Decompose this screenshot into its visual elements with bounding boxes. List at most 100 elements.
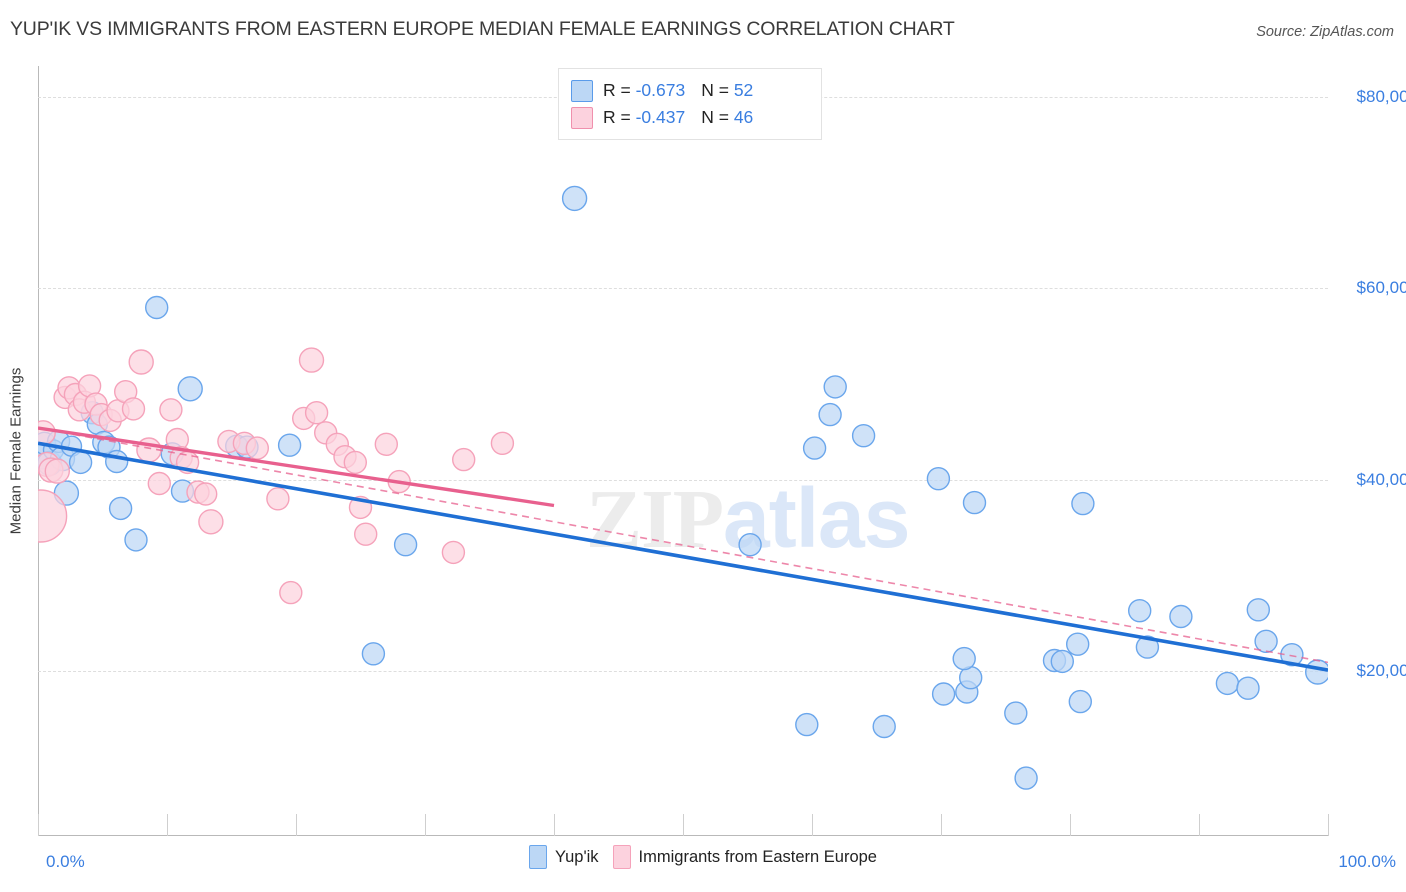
data-point (851, 424, 876, 448)
data-point (279, 580, 303, 605)
series-swatch-immigrants (612, 845, 631, 869)
legend-n-blue: 52 (733, 80, 754, 100)
data-point (343, 450, 367, 475)
data-point (931, 682, 956, 706)
data-point (823, 375, 847, 399)
y-axis-title: Median Female Earnings (7, 367, 25, 535)
data-point (354, 522, 378, 546)
legend-stats-pink: R = -0.437 N = 46 (603, 107, 754, 127)
x-axis-tick (1328, 814, 1329, 836)
data-point (1068, 689, 1093, 714)
legend-r-blue: -0.673 (635, 80, 686, 100)
data-point (1127, 599, 1152, 623)
data-point (44, 458, 70, 484)
x-axis-tick (812, 814, 813, 836)
legend-swatch-pink (571, 106, 593, 129)
trend-line-immigrants-extension (38, 427, 1328, 664)
data-point (926, 467, 951, 491)
data-point (490, 431, 515, 455)
series-points-yupik (38, 185, 1328, 790)
legend-stats-blue: R = -0.673 N = 52 (603, 80, 754, 100)
legend-n-pink: 46 (733, 107, 754, 127)
data-point (128, 349, 154, 375)
page-title: YUP'IK VS IMMIGRANTS FROM EASTERN EUROPE… (10, 18, 955, 40)
data-point (1071, 491, 1095, 516)
x-axis-tick (941, 814, 942, 836)
y-axis-tick-label: $80,000 (1356, 87, 1406, 106)
data-point (68, 450, 93, 475)
data-point (374, 432, 398, 456)
data-point (108, 496, 133, 521)
data-point (159, 398, 183, 422)
x-axis-tick (1199, 814, 1200, 836)
series-label-immigrants: Immigrants from Eastern Europe (638, 847, 877, 866)
data-point (177, 376, 203, 402)
data-point (1169, 604, 1193, 629)
data-point (452, 447, 476, 472)
data-point (245, 436, 270, 460)
data-point (561, 185, 588, 212)
x-axis-tick (167, 814, 168, 836)
data-point (193, 482, 218, 506)
data-point (1236, 676, 1260, 700)
data-point (818, 402, 842, 427)
gridline (38, 671, 1328, 672)
data-point (1014, 766, 1038, 790)
y-axis-tick-label: $60,000 (1356, 278, 1406, 298)
data-point (1280, 643, 1304, 667)
legend-row-yupik: R = -0.673 N = 52 (571, 77, 811, 104)
scatter-layer (38, 185, 1328, 790)
data-point (298, 347, 325, 373)
legend-r-pink: -0.437 (635, 107, 686, 127)
data-point (144, 295, 169, 320)
data-point (1254, 629, 1278, 653)
data-point (1135, 635, 1160, 659)
series-legend-item-immigrants[interactable]: Immigrants from Eastern Europe (612, 845, 877, 869)
data-point (266, 487, 290, 511)
data-point (304, 401, 329, 425)
data-point (952, 646, 976, 671)
data-point (441, 540, 466, 565)
data-point (1215, 671, 1240, 696)
data-point (1004, 701, 1028, 725)
data-point (104, 449, 129, 474)
x-axis-tick (683, 814, 684, 836)
gridline (38, 479, 1328, 481)
data-point (124, 528, 148, 552)
data-point (738, 533, 762, 557)
x-axis-min-label: 0.0% (46, 852, 85, 871)
x-axis-tick (1070, 814, 1071, 836)
legend-row-immigrants: R = -0.437 N = 46 (571, 104, 811, 131)
legend-swatch-blue (571, 79, 593, 102)
data-point (1050, 649, 1075, 674)
trend-line-immigrants (38, 426, 555, 508)
series-swatch-yupik (529, 845, 548, 869)
gridline (38, 288, 1328, 290)
series-label-yupik: Yup'ik (555, 847, 599, 866)
data-point (121, 397, 146, 421)
correlation-legend: R = -0.673 N = 52 R = -0.437 N = 46 (558, 68, 822, 140)
data-point (872, 714, 896, 739)
series-points-immigrants (38, 347, 515, 605)
x-axis-tick (425, 814, 426, 836)
data-point (277, 433, 302, 457)
x-axis-max-label: 100.0% (1338, 852, 1396, 871)
trend-line-yupik (38, 441, 1328, 672)
data-point (1305, 659, 1328, 685)
data-point (795, 712, 819, 737)
data-point (147, 471, 172, 496)
plot-contents (38, 185, 1328, 790)
plot-area: Median Female Earnings $80,000 $60,000 $40… (8, 66, 1406, 836)
x-axis-tick (38, 814, 39, 836)
series-legend-item-yupik[interactable]: Yup'ik (529, 845, 599, 869)
data-point (38, 489, 68, 543)
y-axis-tick-label: $40,000 (1356, 469, 1406, 489)
data-point (198, 509, 224, 535)
series-legend: Yup'ik Immigrants from Eastern Europe (0, 845, 1406, 869)
data-point (802, 436, 827, 460)
data-point (361, 642, 386, 666)
data-point (1065, 632, 1090, 656)
data-point (393, 533, 418, 557)
y-axis-tick-label: $20,000 (1356, 661, 1406, 680)
